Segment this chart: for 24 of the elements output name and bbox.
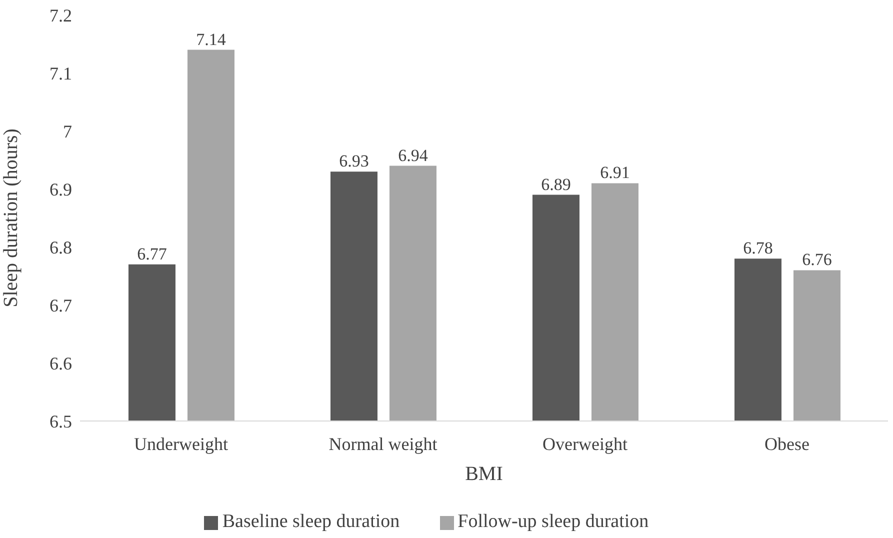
x-tick-label: Normal weight: [328, 434, 438, 454]
data-label: 6.91: [600, 163, 630, 182]
y-axis-title: Sleep duration (hours): [0, 128, 22, 308]
x-tick-label: Overweight: [542, 434, 628, 454]
x-axis-title: BMI: [465, 463, 503, 486]
data-label: 6.93: [339, 152, 369, 171]
x-tick-label: Obese: [764, 434, 810, 454]
data-label: 6.78: [743, 238, 773, 258]
y-tick-label: 6.5: [50, 411, 72, 432]
y-tick-label: 6.9: [50, 179, 72, 200]
y-tick-label: 7.2: [50, 5, 72, 26]
data-label: 6.89: [541, 174, 571, 194]
y-tick-label: 7: [63, 121, 72, 142]
y-tick-label: 7.1: [50, 63, 72, 84]
legend-label: Baseline sleep duration: [222, 511, 400, 532]
y-tick-label: 6.6: [50, 353, 72, 374]
data-label: 6.76: [802, 250, 832, 270]
data-label: 6.94: [398, 146, 428, 165]
y-tick-label: 6.8: [50, 237, 72, 258]
y-tick-label: 6.7: [50, 295, 72, 316]
data-label: 7.14: [196, 30, 226, 49]
x-tick-label: Underweight: [134, 434, 228, 454]
legend-label: Follow-up sleep duration: [458, 511, 649, 532]
data-label: 6.77: [137, 244, 168, 264]
